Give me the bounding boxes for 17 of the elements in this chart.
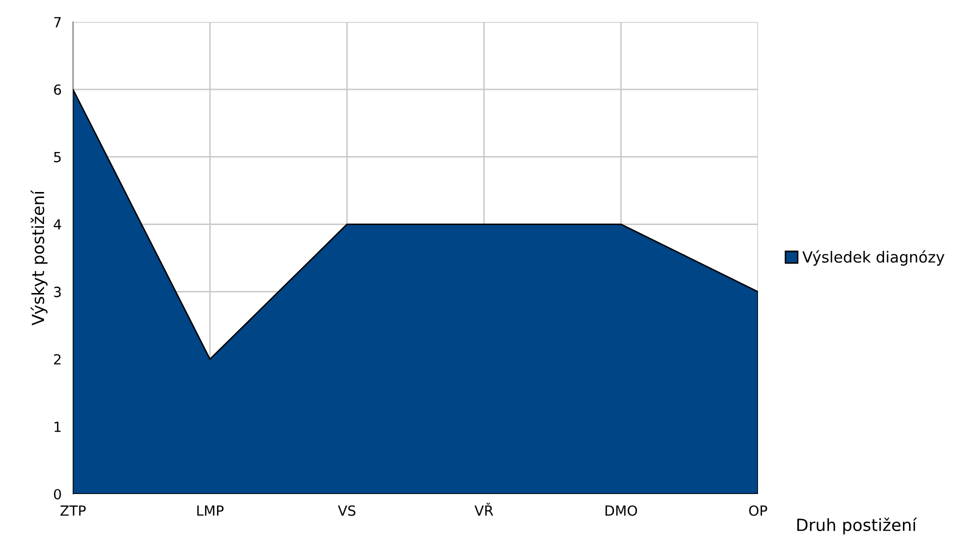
x-axis-title: Druh postižení	[797, 518, 918, 534]
y-tick-label: 5	[54, 152, 61, 162]
x-tick-label: OP	[749, 505, 768, 516]
x-tick-label: LMP	[197, 506, 224, 516]
y-tick-label: 0	[54, 488, 61, 500]
x-tick-label: DMO	[606, 505, 638, 516]
y-tick-label: 1	[54, 422, 61, 432]
y-tick-label: 3	[54, 286, 61, 298]
x-tick-label: VŘ	[474, 502, 494, 516]
y-tick-label: 2	[54, 354, 60, 364]
x-tick-label: VS	[338, 505, 356, 516]
y-tick-label: 7	[54, 17, 61, 28]
x-tick-label: ZTP	[60, 506, 86, 516]
y-axis-title: Výskyt postižení	[30, 190, 48, 326]
legend-label: Výsledek diagnózy	[802, 250, 944, 266]
y-tick-label: 4	[54, 219, 62, 230]
y-tick-label: 6	[54, 84, 62, 95]
